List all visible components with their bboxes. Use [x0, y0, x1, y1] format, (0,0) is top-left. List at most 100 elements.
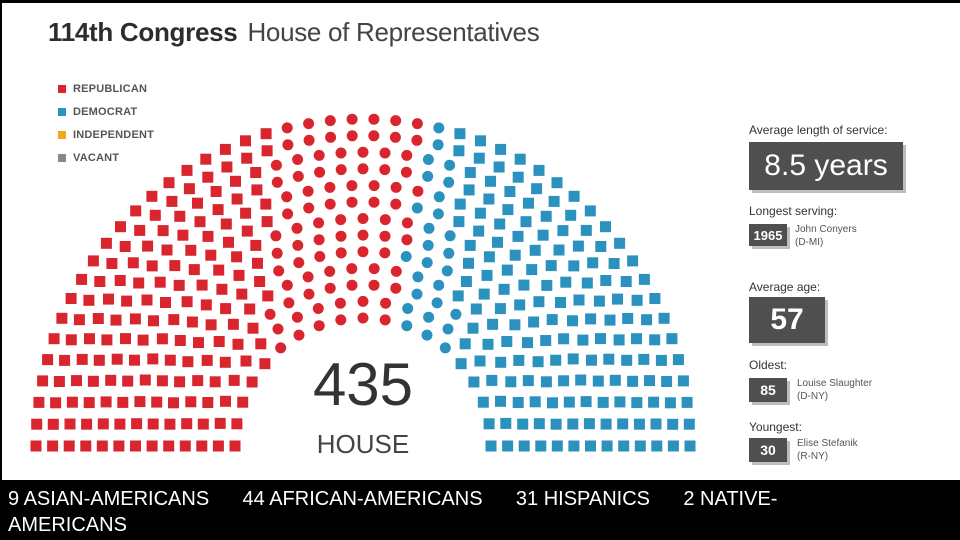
- seat-republican: [214, 417, 226, 429]
- seat-republican: [390, 181, 402, 193]
- seat-republican: [83, 294, 95, 306]
- seat-democrat: [433, 122, 445, 134]
- seat-republican: [220, 218, 232, 230]
- longest-label: Longest serving:: [749, 204, 838, 218]
- seat-republican: [379, 214, 391, 226]
- seat-democrat: [577, 334, 589, 346]
- seat-democrat: [648, 396, 660, 408]
- seat-republican: [164, 354, 176, 366]
- seat-democrat: [444, 230, 456, 242]
- seat-republican: [31, 418, 43, 430]
- seat-republican: [110, 314, 122, 326]
- seat-democrat: [586, 354, 597, 366]
- seat-democrat: [614, 396, 626, 408]
- seat-democrat: [432, 139, 444, 151]
- seat-republican: [335, 164, 347, 176]
- seat-republican: [244, 303, 256, 315]
- seat-republican: [313, 234, 325, 246]
- total-seats-label: HOUSE: [316, 429, 410, 459]
- seat-democrat: [518, 440, 530, 452]
- seat-republican: [325, 131, 337, 143]
- footer-text: 9 ASIAN-AMERICANS 44 AFRICAN-AMERICANS 3…: [8, 488, 778, 536]
- seat-republican: [121, 295, 133, 307]
- avg-age-label: Average age:: [749, 280, 821, 294]
- seat-democrat: [522, 337, 533, 349]
- seat-republican: [149, 209, 161, 221]
- seat-democrat: [443, 247, 455, 259]
- seat-democrat: [627, 375, 639, 387]
- seat-republican: [210, 186, 222, 197]
- longest-year: 1965: [749, 224, 787, 246]
- seat-democrat: [568, 190, 580, 202]
- seat-democrat: [532, 356, 544, 368]
- seat-republican: [156, 333, 168, 345]
- seat-republican: [261, 216, 273, 228]
- seat-republican: [212, 440, 224, 452]
- seat-republican: [368, 113, 380, 125]
- seat-democrat: [684, 440, 696, 452]
- seat-democrat: [600, 418, 612, 430]
- seat-republican: [233, 269, 245, 281]
- seat-republican: [260, 198, 272, 210]
- seat-democrat: [600, 221, 611, 233]
- seat-democrat: [649, 293, 661, 304]
- seat-republican: [163, 440, 175, 452]
- seat-republican: [390, 198, 402, 210]
- seat-democrat: [529, 244, 541, 256]
- seat-republican: [292, 239, 304, 251]
- seat-republican: [185, 396, 197, 408]
- seat-democrat: [502, 440, 514, 452]
- seat-democrat: [433, 191, 445, 203]
- seat-democrat: [455, 358, 467, 370]
- seat-republican: [314, 251, 326, 262]
- seat-democrat: [495, 395, 506, 407]
- seat-republican: [229, 440, 241, 452]
- seat-republican: [346, 113, 358, 125]
- seat-republican: [87, 375, 99, 387]
- seat-republican: [230, 175, 241, 187]
- seat-republican: [81, 418, 93, 430]
- seat-democrat: [621, 354, 633, 366]
- seat-democrat: [483, 418, 495, 430]
- hemicycle-chart: [30, 113, 696, 452]
- seat-democrat: [567, 418, 579, 430]
- seat-democrat: [526, 264, 538, 276]
- seat-democrat: [460, 276, 472, 287]
- seat-democrat: [651, 440, 663, 452]
- seat-republican: [281, 279, 293, 291]
- seat-democrat: [509, 249, 521, 261]
- seat-democrat: [658, 312, 670, 324]
- seat-republican: [271, 247, 283, 259]
- seat-democrat: [681, 396, 693, 408]
- seat-republican: [129, 354, 140, 366]
- seat-republican: [228, 374, 240, 386]
- seat-republican: [147, 353, 159, 365]
- seat-republican: [241, 225, 253, 237]
- seat-republican: [220, 303, 232, 315]
- seat-democrat: [540, 335, 552, 346]
- seat-republican: [357, 246, 369, 258]
- seat-democrat: [558, 375, 570, 387]
- seat-republican: [368, 180, 380, 192]
- seat-republican: [130, 440, 141, 452]
- seat-republican: [254, 276, 266, 287]
- title-light: House of Representatives: [247, 17, 540, 47]
- legend: REPUBLICAN DEMOCRAT INDEPENDENT VACANT: [58, 77, 154, 169]
- seat-democrat: [604, 314, 616, 326]
- legend-label-republican: REPUBLICAN: [73, 82, 148, 95]
- seat-republican: [401, 149, 413, 161]
- seat-democrat: [612, 293, 623, 305]
- legend-item-republican: REPUBLICAN: [58, 77, 154, 100]
- seat-republican: [223, 236, 234, 248]
- seat-republican: [192, 375, 204, 387]
- seat-republican: [76, 353, 88, 365]
- seat-democrat: [618, 440, 630, 452]
- seat-republican: [127, 257, 139, 269]
- seat-republican: [357, 146, 369, 158]
- seat-democrat: [573, 294, 585, 306]
- seat-republican: [196, 279, 208, 291]
- seat-democrat: [541, 279, 553, 291]
- seat-democrat: [463, 257, 474, 269]
- seat-republican: [113, 440, 125, 452]
- seat-democrat: [535, 440, 547, 452]
